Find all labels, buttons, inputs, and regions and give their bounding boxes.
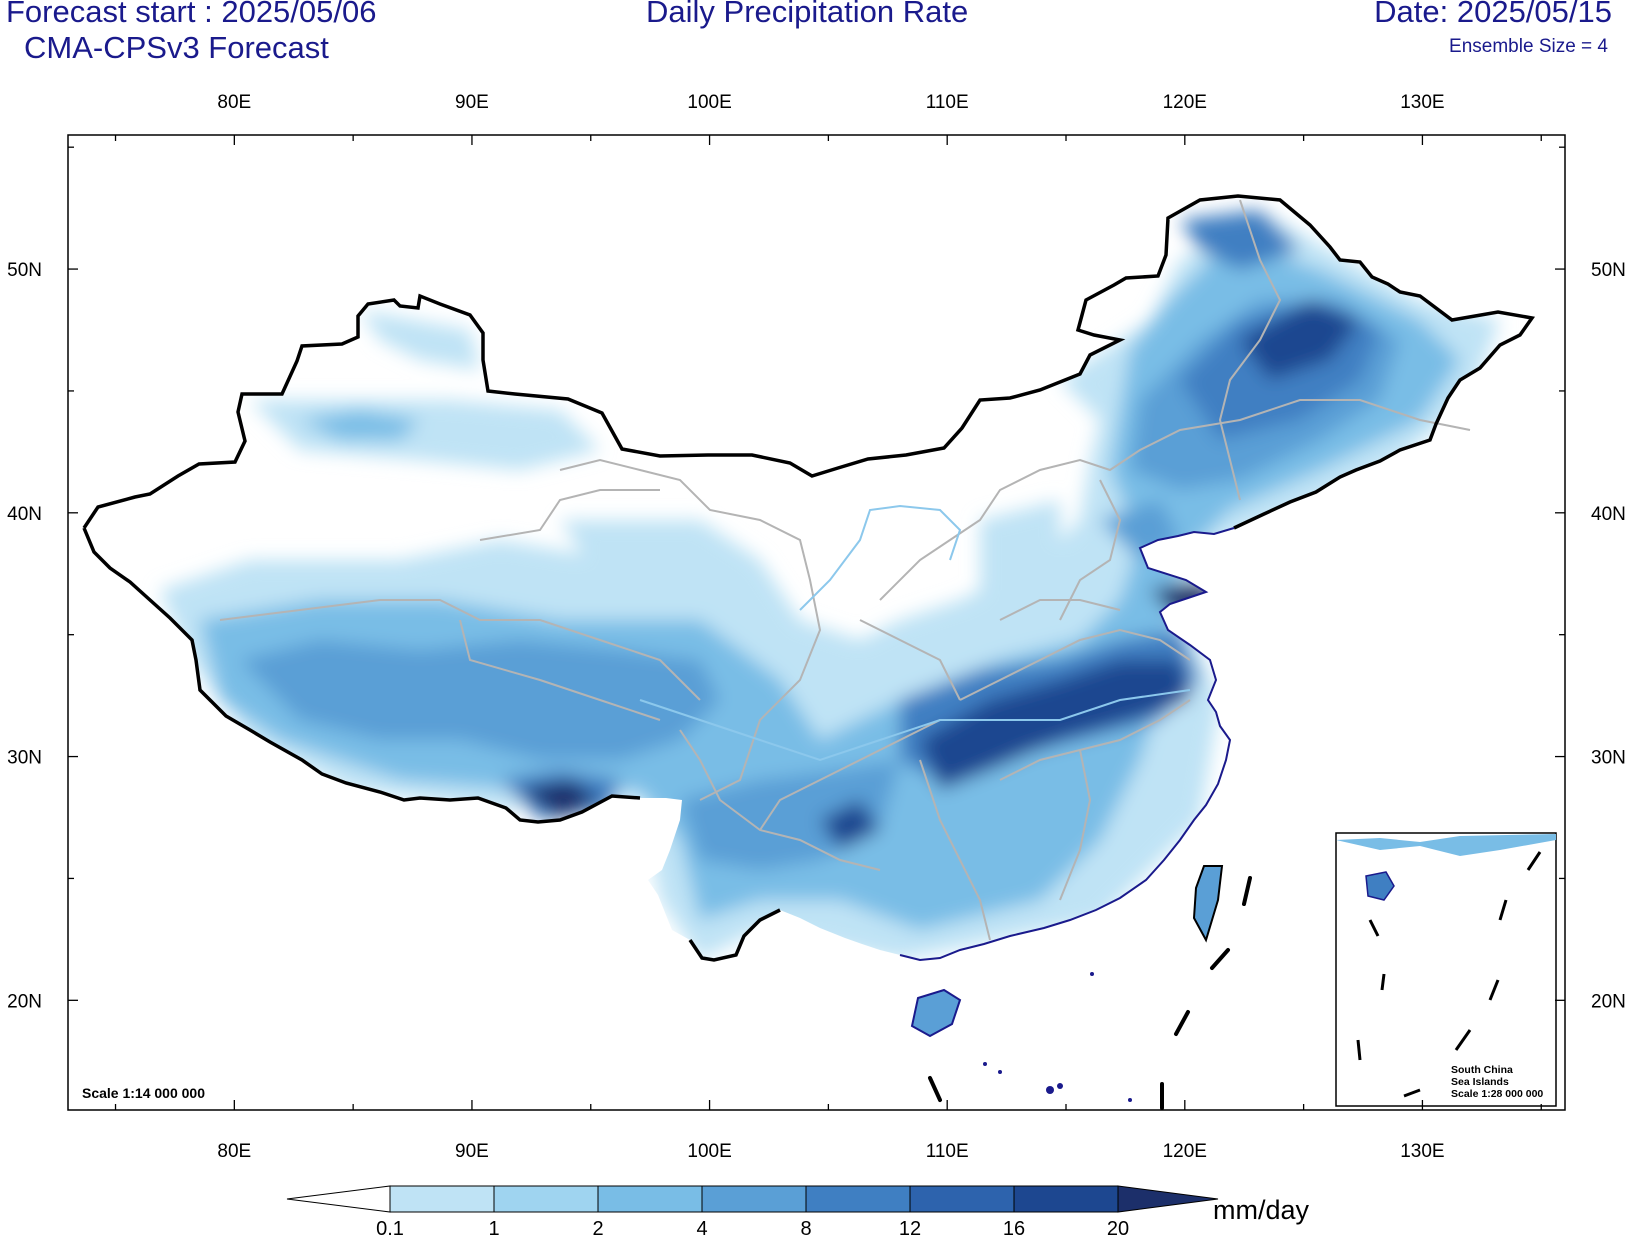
- ensemble-size-label: Ensemble Size = 4: [1449, 36, 1608, 57]
- colorbar-level-label: 16: [1003, 1218, 1025, 1236]
- lat-tick-label: 30N: [1591, 748, 1626, 769]
- lon-tick-label: 90E: [455, 92, 489, 113]
- inset-hainan: [1365, 871, 1395, 901]
- colorbar-swatch: [597, 1185, 703, 1213]
- taiwan-shape: [1192, 865, 1224, 943]
- inset-dash-line: [1356, 851, 1542, 1098]
- colorbar-high-triangle: [1117, 1185, 1219, 1213]
- lat-tick-label: 30N: [7, 748, 42, 769]
- inset-frame: [1335, 832, 1557, 1107]
- inset-coast-fill: [1336, 834, 1556, 856]
- rivers: [639, 504, 1191, 762]
- colorbar-swatch: [389, 1185, 495, 1213]
- lon-tick-label: 80E: [217, 1141, 251, 1162]
- axis-labels: 80E 80E 90E 90E 100E 100E 110E 110E 120E 120E 130E…: [7, 92, 1626, 1162]
- inset-scale: Scale 1:28 000 000: [1451, 1088, 1543, 1100]
- colorbar-level-label: 8: [800, 1218, 811, 1236]
- dash-line: [928, 876, 1252, 1110]
- lon-tick-label: 90E: [455, 1141, 489, 1162]
- inset-title-1: South China: [1451, 1064, 1513, 1076]
- lat-tick-label: 50N: [7, 260, 42, 281]
- model-name-label: CMA-CPSv3 Forecast: [24, 30, 329, 65]
- national-border: [82, 194, 1536, 962]
- axis-ticks: [68, 135, 1565, 1110]
- lon-tick-label: 110E: [926, 92, 969, 113]
- colorbar-swatch: [909, 1185, 1015, 1213]
- forecast-start-label: Forecast start : 2025/05/06: [6, 0, 377, 29]
- lon-tick-label: 100E: [687, 92, 731, 113]
- scattered-islands: [983, 972, 1132, 1102]
- lon-tick-label: 80E: [217, 92, 251, 113]
- colorbar-swatch: [493, 1185, 599, 1213]
- colorbar-swatch: [701, 1185, 807, 1213]
- lat-tick-label: 20N: [7, 991, 42, 1012]
- lon-tick-label: 110E: [926, 1141, 969, 1162]
- colorbar-level-label: 0.1: [376, 1218, 404, 1236]
- inset-title-2: Sea Islands: [1451, 1076, 1509, 1088]
- lon-tick-label: 120E: [1163, 1141, 1207, 1162]
- valid-date-label: Date: 2025/05/15: [1374, 0, 1612, 29]
- lon-tick-label: 100E: [687, 1141, 731, 1162]
- colorbar-level-label: 12: [899, 1218, 921, 1236]
- lat-tick-label: 50N: [1591, 260, 1626, 281]
- colorbar-level-label: 20: [1107, 1218, 1129, 1236]
- colorbar-unit: mm/day: [1213, 1195, 1310, 1225]
- lon-tick-label: 130E: [1400, 1141, 1444, 1162]
- colorbar: 0.1 1 2 4 8 12 16 20: [286, 1185, 1219, 1236]
- hainan-shape: [910, 988, 962, 1038]
- lat-tick-label: 20N: [1591, 991, 1626, 1012]
- province-boundaries: [219, 199, 1471, 941]
- lon-tick-label: 120E: [1163, 92, 1207, 113]
- colorbar-level-label: 2: [592, 1218, 603, 1236]
- lat-tick-label: 40N: [7, 504, 42, 525]
- coastline: [899, 527, 1235, 962]
- map-title: Daily Precipitation Rate: [646, 0, 969, 29]
- colorbar-swatch: [805, 1185, 911, 1213]
- map-scale: Scale 1:14 000 000: [82, 1085, 205, 1101]
- lon-tick-label: 130E: [1400, 92, 1444, 113]
- colorbar-low-triangle: [286, 1185, 391, 1213]
- colorbar-level-label: 1: [488, 1218, 499, 1236]
- colorbar-swatch: [1013, 1185, 1119, 1213]
- lat-tick-label: 40N: [1591, 504, 1626, 525]
- colorbar-level-label: 4: [696, 1218, 707, 1236]
